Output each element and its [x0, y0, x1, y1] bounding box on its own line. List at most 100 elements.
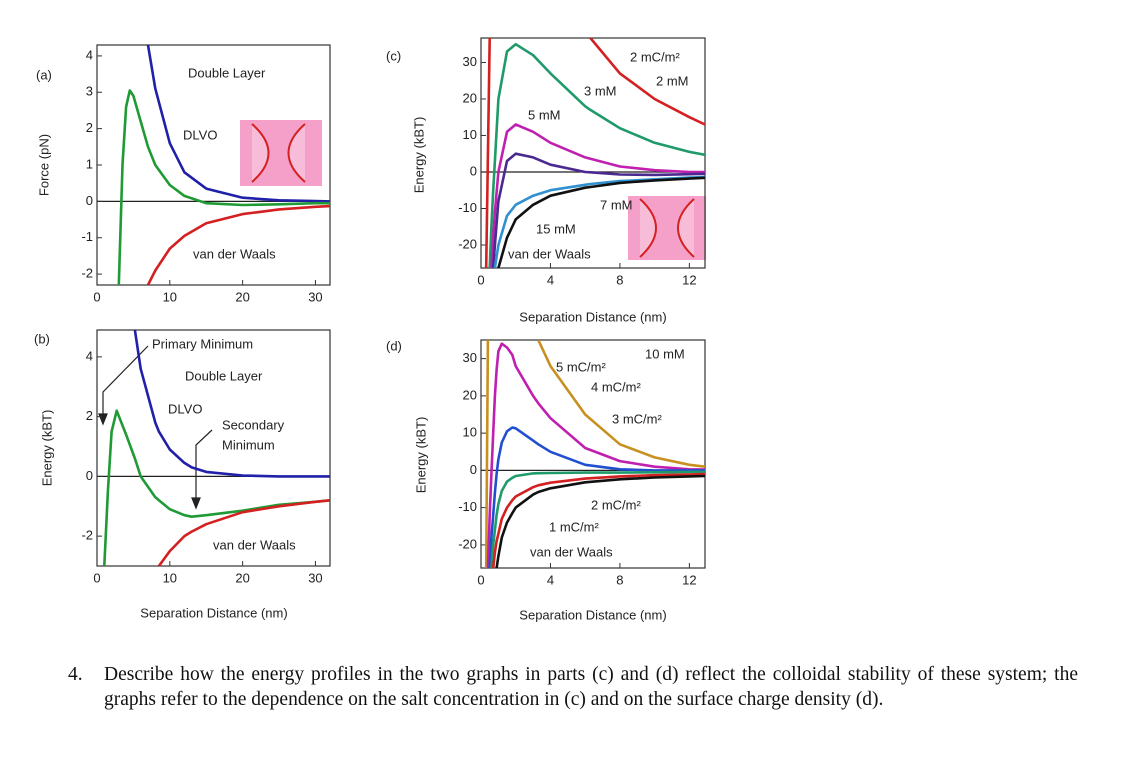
- x-tick-label: 10: [163, 570, 177, 585]
- plot-frame: [480, 339, 706, 569]
- panel-label: (d): [386, 338, 402, 353]
- y-tick-label: -1: [81, 229, 93, 244]
- curve: [490, 470, 705, 568]
- y-axis-label: Energy (kBT): [413, 417, 428, 494]
- y-tick-label: -10: [458, 200, 477, 215]
- x-tick-label: 30: [308, 289, 322, 304]
- series-label: Double Layer: [185, 368, 263, 383]
- y-tick-label: 2: [86, 408, 93, 423]
- y-tick-label: 3: [86, 84, 93, 99]
- series-label: DLVO: [183, 127, 217, 142]
- curve: [488, 426, 705, 568]
- y-axis-label: Energy (kBT): [411, 117, 426, 194]
- curve: [491, 472, 705, 568]
- x-tick-label: 20: [235, 289, 249, 304]
- x-tick-label: 8: [616, 572, 623, 587]
- series-label: van der Waals: [193, 246, 276, 261]
- x-tick-label: 4: [547, 572, 554, 587]
- curve: [486, 342, 705, 568]
- annotation: Minimum: [222, 437, 275, 452]
- y-tick-label: 1: [86, 156, 93, 171]
- curve: [495, 474, 705, 568]
- curve: [146, 45, 330, 203]
- series-label: 4 mC/m²: [591, 379, 642, 394]
- x-tick-label: 8: [616, 272, 623, 287]
- series-label: 5 mM: [528, 107, 561, 122]
- x-tick-label: 20: [235, 570, 249, 585]
- y-tick-label: 4: [86, 348, 93, 363]
- series-label: 2 mC/m²: [591, 497, 642, 512]
- series-label: 2 mM: [656, 73, 689, 88]
- plot-frame: [480, 37, 706, 269]
- series-label: DLVO: [168, 401, 202, 416]
- y-tick-label: 0: [86, 468, 93, 483]
- annotation: Primary Minimum: [152, 336, 253, 351]
- question-number: 4.: [68, 664, 83, 685]
- x-tick-label: 10: [163, 289, 177, 304]
- question: 4. Describe how the energy profiles in t…: [68, 662, 1078, 712]
- y-tick-label: 30: [463, 54, 477, 69]
- panel: -2 0 2 4 0 10 20 30 (b) Energy (kBT) Separation Di…: [34, 329, 331, 620]
- series-label: 15 mM: [536, 221, 576, 236]
- x-tick-label: 12: [682, 572, 696, 587]
- y-tick-label: 10: [463, 127, 477, 142]
- series-label: 1 mC/m²: [549, 519, 600, 534]
- curve: [490, 123, 705, 268]
- x-axis-label: Separation Distance (nm): [519, 607, 666, 622]
- x-tick-label: 0: [93, 289, 100, 304]
- y-tick-label: 2: [86, 120, 93, 135]
- y-tick-label: -10: [458, 499, 477, 514]
- curve: [103, 409, 330, 566]
- plot-frame: [96, 329, 331, 567]
- curve: [133, 330, 330, 478]
- curve: [117, 89, 330, 285]
- series-label: 7 mM: [600, 197, 633, 212]
- y-axis-label: Force (pN): [36, 134, 51, 196]
- series-label: 3 mM: [584, 83, 617, 98]
- y-tick-label: 4: [86, 47, 93, 62]
- curve: [484, 340, 705, 568]
- y-tick-label: -2: [81, 528, 93, 543]
- curve: [146, 204, 330, 285]
- curve: [488, 42, 705, 268]
- y-tick-label: 20: [463, 387, 477, 402]
- series-label: van der Waals: [530, 544, 613, 559]
- x-tick-label: 0: [477, 272, 484, 287]
- x-tick-label: 12: [682, 272, 696, 287]
- annotation: 10 mM: [645, 346, 685, 361]
- curve: [491, 152, 705, 268]
- x-axis-label: Separation Distance (nm): [140, 605, 287, 620]
- y-tick-label: 20: [463, 90, 477, 105]
- panel: -20 -10 0 10 20 30 0 4 8 12 (c) Energy (kBT) Separat…: [386, 37, 706, 324]
- x-axis-label: Separation Distance (nm): [519, 309, 666, 324]
- series-label: Double Layer: [188, 65, 266, 80]
- y-axis-label: Energy (kBT): [39, 410, 54, 487]
- question-text: Describe how the energy profiles in the …: [104, 664, 1078, 710]
- panel-label: (c): [386, 48, 401, 63]
- x-tick-label: 30: [308, 570, 322, 585]
- series-label: 3 mC/m²: [612, 411, 663, 426]
- panel-label: (a): [36, 67, 52, 82]
- series-label: van der Waals: [213, 537, 296, 552]
- series-label: van der Waals: [508, 246, 591, 261]
- y-tick-label: 30: [463, 350, 477, 365]
- series-label: 5 mC/m²: [556, 359, 607, 374]
- annotation: Secondary: [222, 417, 285, 432]
- y-tick-label: 0: [470, 163, 477, 178]
- y-tick-label: -20: [458, 536, 477, 551]
- curve: [157, 499, 330, 566]
- x-tick-label: 4: [547, 272, 554, 287]
- y-tick-label: 0: [470, 462, 477, 477]
- curve: [484, 38, 705, 268]
- y-tick-label: -20: [458, 236, 477, 251]
- x-tick-label: 0: [93, 570, 100, 585]
- y-tick-label: -2: [81, 266, 93, 281]
- annotation: 2 mC/m²: [630, 49, 681, 64]
- inset-illustration: [240, 120, 706, 260]
- panel: -20 -10 0 10 20 30 0 4 8 12 (d) Energy (kBT) Separat…: [386, 338, 706, 622]
- panel-label: (b): [34, 331, 50, 346]
- y-tick-label: 10: [463, 425, 477, 440]
- y-tick-label: 0: [86, 193, 93, 208]
